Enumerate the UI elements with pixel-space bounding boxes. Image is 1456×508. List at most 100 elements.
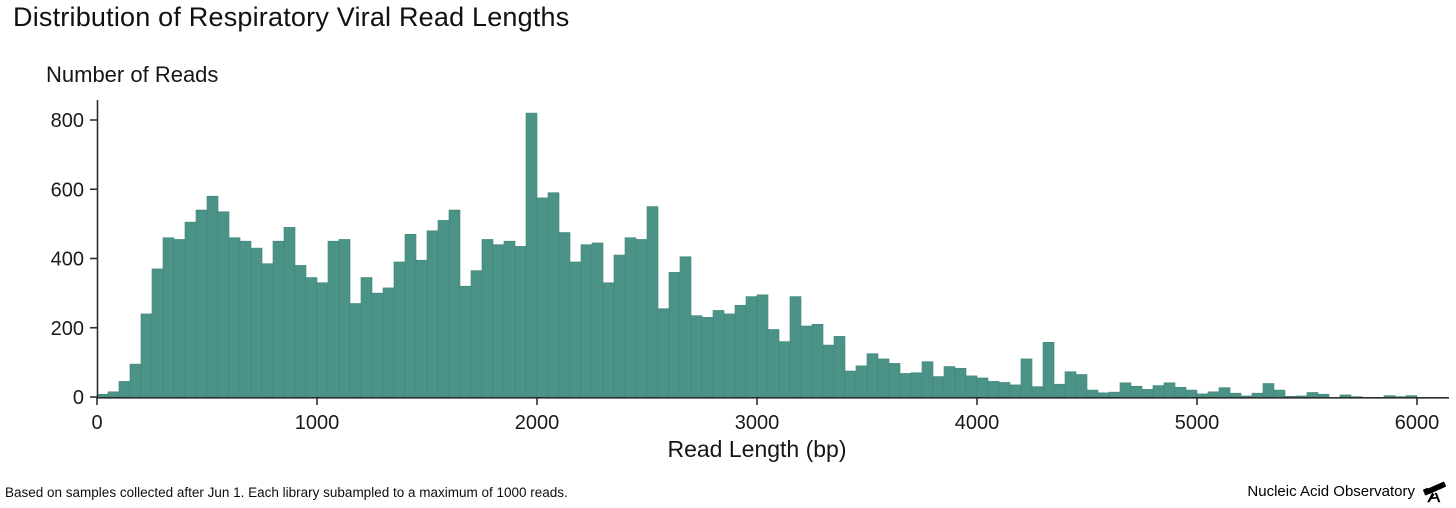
histogram-bar bbox=[1273, 389, 1286, 398]
histogram-bar bbox=[338, 239, 351, 398]
histogram-bar bbox=[1020, 358, 1033, 398]
histogram-bar bbox=[932, 376, 945, 398]
histogram-bar bbox=[1152, 385, 1165, 398]
histogram-bar bbox=[1053, 383, 1066, 398]
x-tick-label: 2000 bbox=[515, 412, 560, 434]
histogram-bar bbox=[184, 221, 197, 398]
x-tick-label: 5000 bbox=[1175, 412, 1220, 434]
histogram-bar bbox=[998, 382, 1011, 398]
histogram-bar bbox=[855, 365, 868, 398]
histogram-bar bbox=[1284, 396, 1297, 398]
histogram-bar bbox=[393, 261, 406, 398]
histogram-bar bbox=[646, 206, 659, 398]
histogram-bar bbox=[1130, 385, 1143, 398]
histogram-bar bbox=[239, 240, 252, 398]
histogram-bar bbox=[624, 237, 637, 398]
histogram-bar bbox=[712, 310, 725, 398]
histogram-bar bbox=[1141, 389, 1154, 398]
histogram-bar bbox=[613, 254, 626, 398]
histogram-bar bbox=[987, 381, 1000, 398]
histogram-bar bbox=[1405, 395, 1418, 398]
histogram-bar bbox=[1185, 389, 1198, 398]
histogram-bar bbox=[910, 372, 923, 398]
x-tick-label: 4000 bbox=[955, 412, 1000, 434]
histogram-bar bbox=[415, 259, 428, 398]
histogram-bar bbox=[1218, 387, 1231, 398]
histogram-bar bbox=[294, 265, 307, 398]
histogram-bar bbox=[151, 268, 164, 398]
histogram-bar bbox=[1108, 391, 1121, 398]
y-tick-label: 0 bbox=[73, 387, 84, 409]
histogram-bar bbox=[261, 263, 274, 398]
histogram-bar bbox=[283, 227, 296, 398]
x-axis-label: Read Length (bp) bbox=[667, 436, 847, 462]
histogram-bar bbox=[844, 370, 857, 398]
histogram-bar bbox=[96, 393, 109, 398]
histogram-bar bbox=[371, 292, 384, 398]
histogram-bar bbox=[1240, 395, 1253, 398]
histogram-bar bbox=[811, 323, 824, 398]
histogram-bar bbox=[1042, 341, 1055, 398]
histogram-bar bbox=[877, 358, 890, 398]
histogram-bar bbox=[690, 315, 703, 398]
histogram-bar bbox=[635, 239, 648, 398]
x-tick-label: 6000 bbox=[1395, 412, 1440, 434]
y-tick-label: 800 bbox=[51, 110, 84, 132]
histogram-bar bbox=[437, 220, 450, 398]
histogram-bar bbox=[668, 272, 681, 398]
histogram-bar bbox=[217, 211, 230, 398]
histogram-bar bbox=[1306, 392, 1319, 398]
histogram-bar bbox=[206, 195, 219, 398]
histogram-bar bbox=[1064, 371, 1077, 398]
y-axis-label: Number of Reads bbox=[46, 62, 219, 87]
histogram-bar bbox=[1174, 387, 1187, 398]
histogram-bar bbox=[272, 240, 285, 398]
histogram-bar bbox=[426, 230, 439, 398]
x-tick-label: 0 bbox=[91, 412, 102, 434]
histogram-bar bbox=[866, 353, 879, 398]
histogram-bar bbox=[514, 246, 527, 398]
histogram-bar bbox=[107, 391, 120, 398]
histogram-bar bbox=[118, 381, 131, 398]
histogram-bar bbox=[1163, 382, 1176, 398]
histogram-bar bbox=[591, 242, 604, 398]
histogram-bar bbox=[767, 329, 780, 398]
histogram-bar bbox=[536, 197, 549, 398]
histogram-bar bbox=[1009, 384, 1022, 398]
histogram-bar bbox=[1031, 386, 1044, 398]
histogram-bar bbox=[448, 209, 461, 398]
y-tick-label: 400 bbox=[51, 249, 84, 271]
histogram-bar bbox=[1119, 382, 1132, 398]
histogram-bar bbox=[1295, 395, 1308, 398]
histogram-bar bbox=[679, 256, 692, 398]
x-tick-label: 3000 bbox=[735, 412, 780, 434]
histogram-bar bbox=[360, 277, 373, 398]
y-tick-label: 200 bbox=[51, 318, 84, 340]
histogram-bar bbox=[129, 363, 142, 398]
histogram-bar bbox=[316, 282, 329, 398]
histogram-bar bbox=[745, 296, 758, 398]
histogram-bar bbox=[305, 277, 318, 398]
histogram-bar bbox=[195, 209, 208, 398]
telescope-icon bbox=[1420, 474, 1450, 508]
histogram-bar bbox=[1207, 391, 1220, 398]
x-tick-label: 1000 bbox=[295, 412, 340, 434]
histogram-bar bbox=[778, 341, 791, 398]
histogram-bar bbox=[822, 344, 835, 398]
histogram-bar bbox=[470, 270, 483, 398]
histogram-bar bbox=[1196, 393, 1209, 398]
histogram-bar bbox=[569, 261, 582, 398]
histogram-bar bbox=[459, 285, 472, 398]
histogram-bar bbox=[580, 244, 593, 398]
histogram-bar bbox=[1317, 393, 1330, 398]
histogram-bar bbox=[492, 244, 505, 398]
histogram-bar bbox=[602, 282, 615, 398]
histogram-bar bbox=[800, 325, 813, 398]
histogram-bar bbox=[833, 336, 846, 398]
histogram-plot: 0 200 400 600 800 0 1000 2000 3000 4000 5000 6000 bbox=[51, 100, 1449, 434]
histogram-bar bbox=[173, 239, 186, 398]
histogram-bar bbox=[1262, 383, 1275, 398]
histogram-bar bbox=[404, 233, 417, 398]
histogram-bar bbox=[723, 313, 736, 398]
histogram-bar bbox=[250, 247, 263, 398]
